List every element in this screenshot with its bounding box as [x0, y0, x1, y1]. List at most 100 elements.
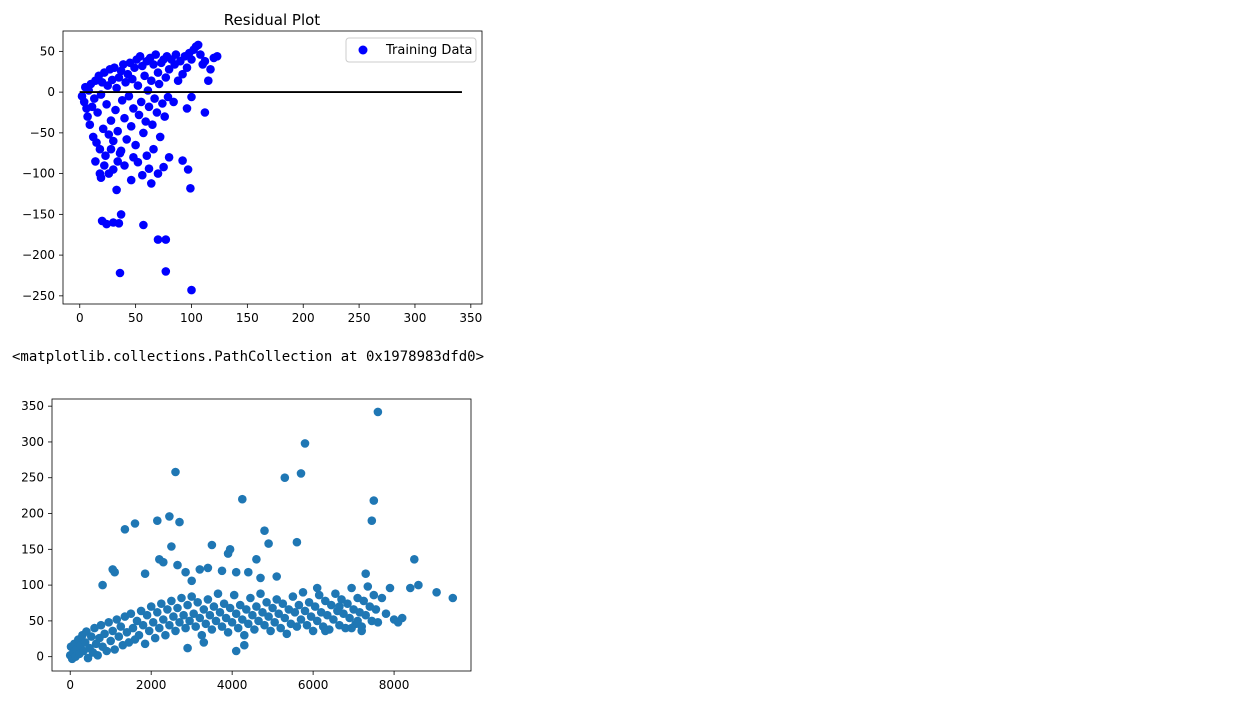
data-point [110, 645, 119, 654]
data-point [276, 623, 286, 633]
data-point [260, 526, 269, 535]
data-point [264, 612, 273, 621]
data-point [187, 55, 196, 64]
data-point [128, 623, 138, 633]
data-point [248, 610, 257, 620]
data-point [100, 629, 109, 639]
data-point [371, 605, 381, 614]
data-point [96, 173, 106, 182]
data-point [189, 609, 198, 618]
data-point [116, 146, 126, 156]
data-point [134, 630, 144, 640]
data-point [229, 590, 239, 600]
y-tick-label: 250 [21, 471, 44, 485]
data-point [209, 602, 219, 611]
data-point [177, 593, 186, 603]
data-point [126, 609, 136, 618]
data-point [335, 602, 344, 611]
data-point [212, 52, 222, 61]
data-point [173, 76, 183, 85]
data-point [369, 496, 379, 505]
data-point [120, 161, 129, 170]
data-point [133, 157, 143, 167]
data-point [312, 583, 322, 593]
data-point [331, 589, 340, 598]
data-point [179, 610, 188, 620]
data-point [160, 112, 169, 121]
data-point [150, 94, 159, 103]
data-point [345, 613, 354, 623]
data-point [272, 572, 282, 581]
data-point [140, 71, 149, 81]
x-tick-label: 300 [404, 311, 427, 325]
data-point [221, 613, 231, 623]
data-point [244, 567, 253, 577]
data-point [182, 104, 192, 113]
data-point [151, 50, 160, 59]
data-point [114, 632, 124, 641]
data-point [109, 165, 118, 174]
data-point [225, 603, 235, 613]
data-point [161, 235, 171, 244]
data-point [159, 557, 168, 567]
data-point [250, 625, 259, 634]
data-point [294, 600, 304, 610]
data-point [274, 609, 284, 618]
y-tick-label: 0 [36, 650, 44, 664]
data-point [107, 75, 117, 85]
data-point [339, 609, 348, 618]
data-point [161, 267, 171, 276]
data-point [306, 612, 316, 621]
data-point [146, 602, 156, 611]
data-point [131, 140, 140, 150]
data-point [256, 573, 265, 583]
data-point [300, 606, 310, 616]
data-point [120, 113, 129, 123]
data-point [163, 92, 173, 102]
legend-box [345, 37, 477, 63]
data-point [132, 616, 142, 626]
data-point [199, 605, 209, 614]
x-tick-label: 350 [459, 311, 482, 325]
data-point [147, 179, 156, 188]
data-point [381, 609, 391, 618]
y-tick-label: 50 [29, 614, 44, 628]
data-point [111, 105, 120, 115]
data-point [104, 130, 114, 139]
axes: 0 50 100 150 200 250 300 350 50 0 −50 −100 −150 −200 −… [22, 30, 483, 325]
data-point [369, 590, 379, 600]
data-point [252, 602, 261, 611]
data-point [154, 79, 164, 89]
data-point [116, 622, 126, 631]
data-point [106, 636, 115, 646]
data-point [113, 126, 122, 136]
data-point [347, 623, 356, 633]
data-point [149, 144, 158, 154]
data-point [252, 555, 261, 564]
data-point [164, 65, 174, 74]
data-point [138, 620, 148, 630]
data-point [147, 76, 156, 85]
data-point [130, 519, 140, 528]
data-point [141, 117, 150, 126]
data-point [314, 590, 324, 600]
data-point [133, 81, 143, 90]
legend-marker [358, 45, 368, 55]
data-point [104, 618, 113, 627]
x-tick-label: 0 [66, 678, 74, 692]
data-point [197, 630, 207, 640]
data-point [195, 613, 205, 623]
data-point [178, 69, 187, 79]
x-tick-label: 0 [76, 311, 84, 325]
data-point [153, 68, 163, 77]
data-point [171, 50, 181, 59]
data-point [122, 628, 132, 637]
data-point [254, 616, 263, 626]
data-point [296, 469, 306, 478]
x-tick-label: 8000 [379, 678, 410, 692]
data-point [87, 632, 96, 641]
data-point [204, 76, 213, 85]
data-point [199, 638, 209, 647]
plot-frame [51, 398, 472, 672]
data-point [280, 613, 290, 623]
